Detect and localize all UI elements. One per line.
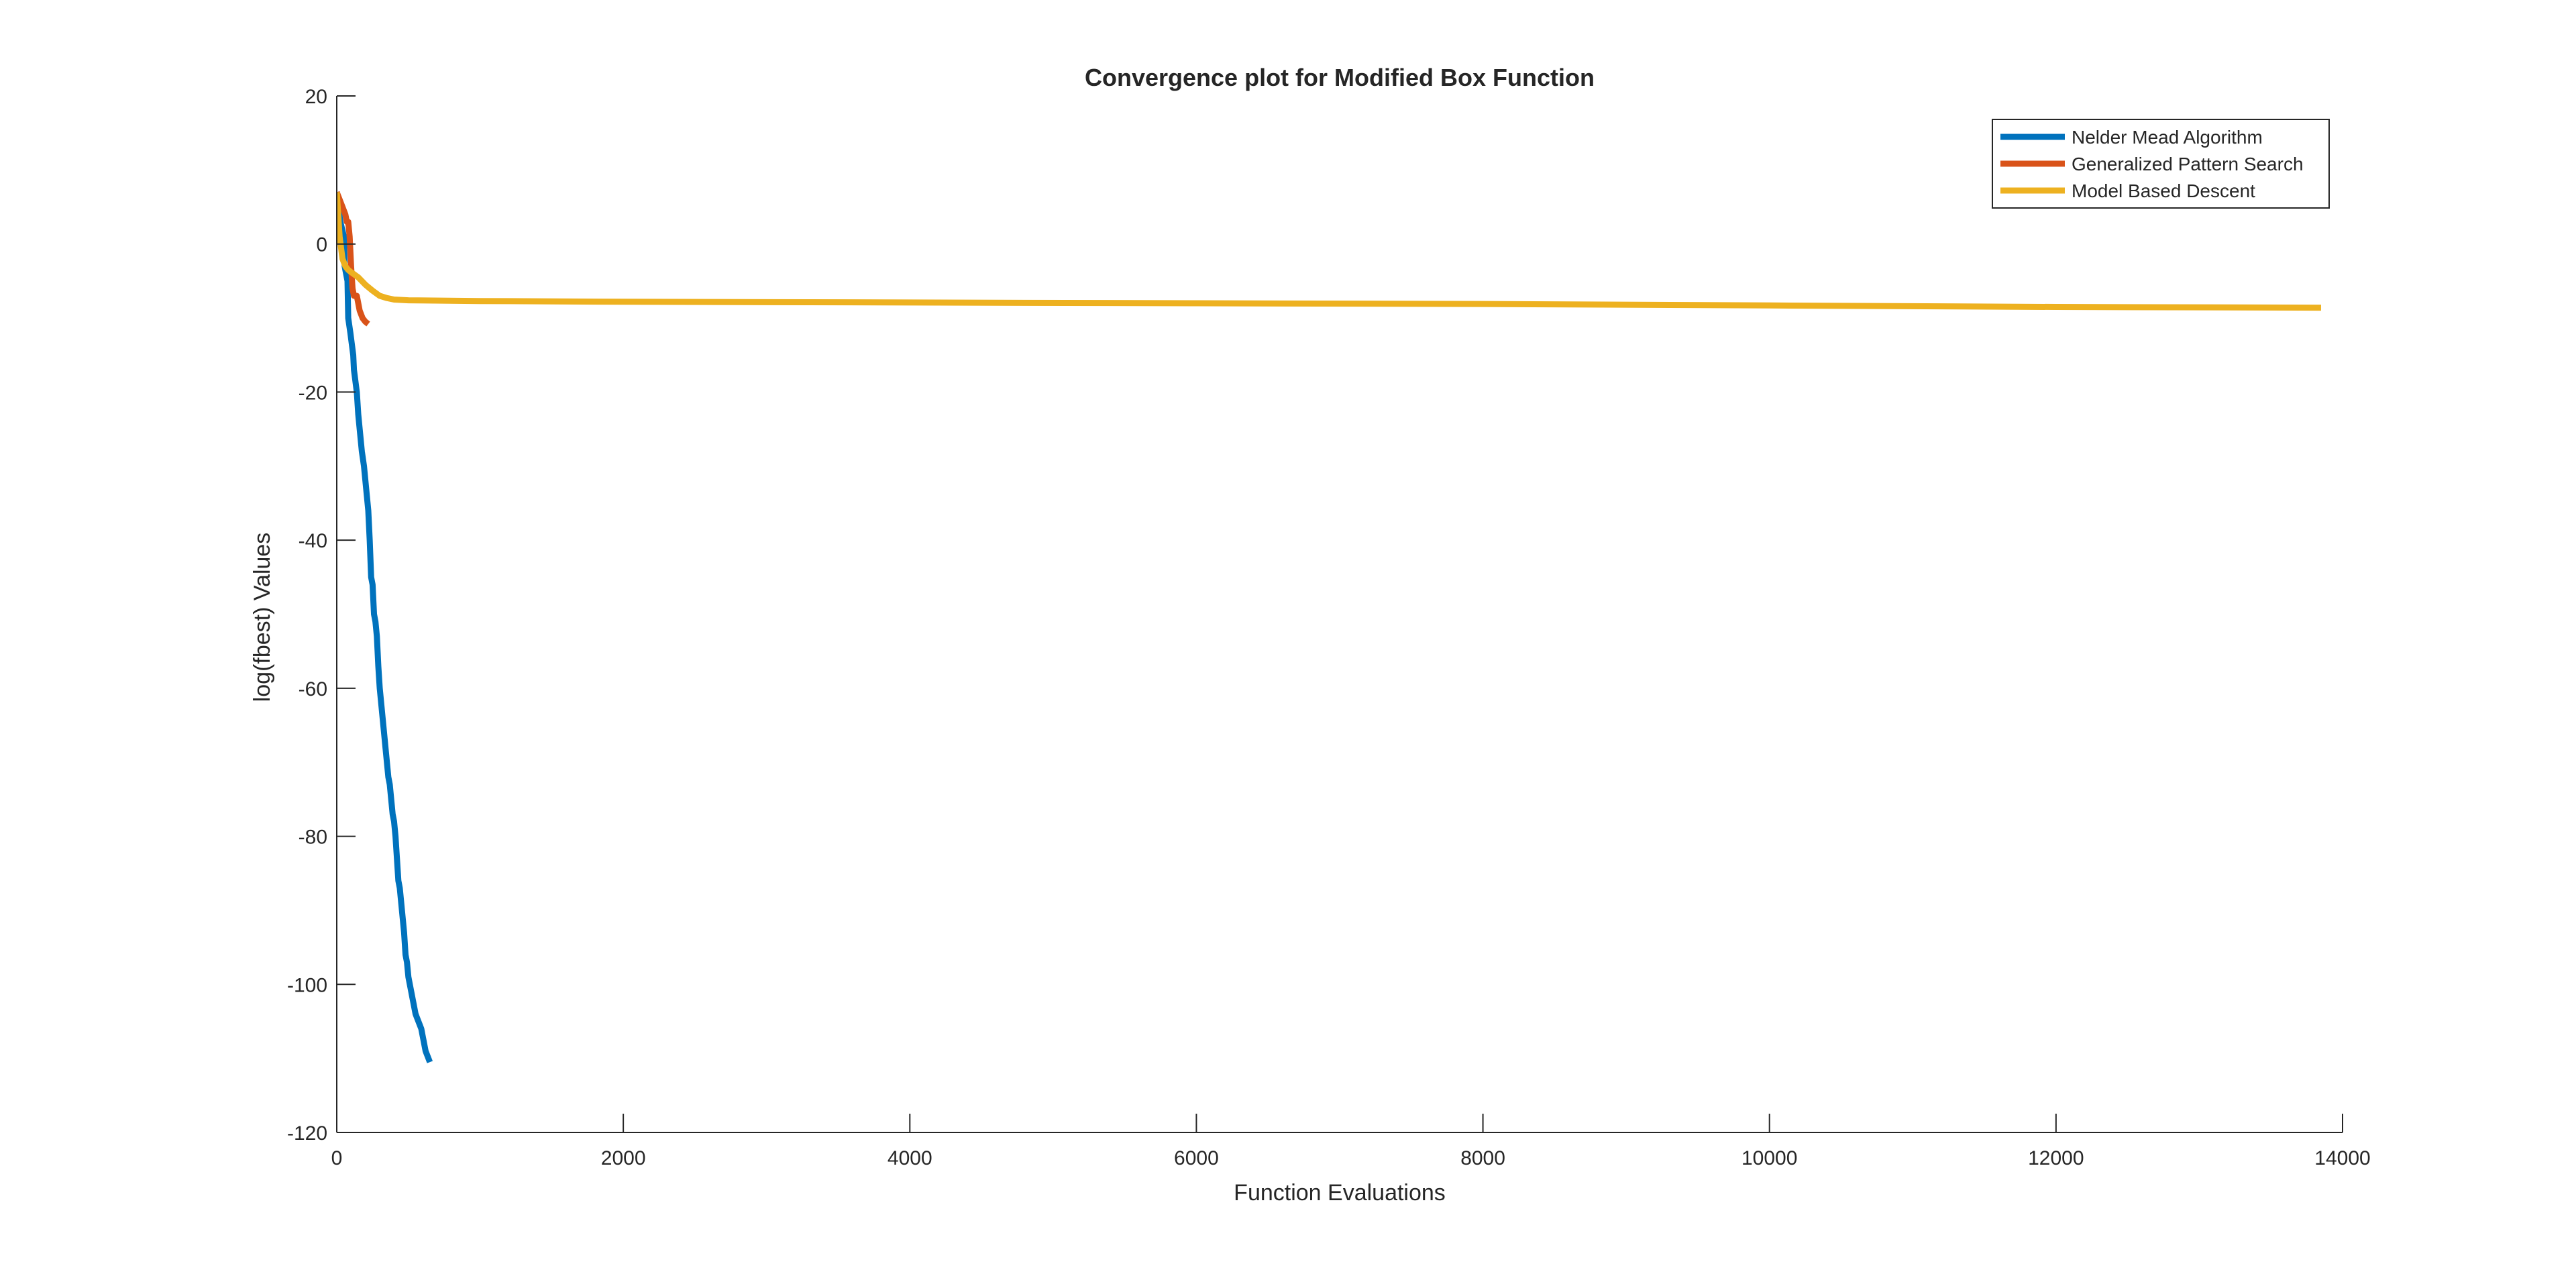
y-tick-label: -40 (299, 530, 327, 552)
legend-entry-1: Nelder Mead Algorithm (2072, 127, 2263, 148)
legend-entry-2: Generalized Pattern Search (2072, 154, 2304, 174)
x-tick-label: 2000 (601, 1147, 646, 1169)
chart-title: Convergence plot for Modified Box Functi… (1085, 64, 1595, 91)
series-line-2 (337, 191, 370, 327)
x-axis-label: Function Evaluations (1234, 1180, 1446, 1206)
x-tick-label: 6000 (1174, 1147, 1219, 1169)
legend-entry-3: Model Based Descent (2072, 180, 2255, 201)
y-axis-label: log(fbest) Values (250, 533, 275, 702)
x-tick-label: 14000 (2314, 1147, 2370, 1169)
x-tick-label: 8000 (1460, 1147, 1505, 1169)
x-tick-label: 12000 (2028, 1147, 2084, 1169)
x-tick-label: 0 (331, 1147, 343, 1169)
x-tick-label: 4000 (888, 1147, 932, 1169)
y-tick-label: -100 (287, 974, 327, 996)
y-tick-label: -120 (287, 1122, 327, 1145)
y-tick-label: -80 (299, 827, 327, 849)
y-tick-label: 20 (305, 86, 327, 108)
y-tick-label: -20 (299, 382, 327, 404)
series-line-1 (337, 191, 433, 1063)
y-tick-label: -60 (299, 678, 327, 700)
y-tick-label: 0 (316, 234, 327, 256)
series-line-3 (337, 192, 2321, 311)
x-tick-label: 10000 (1741, 1147, 1797, 1169)
